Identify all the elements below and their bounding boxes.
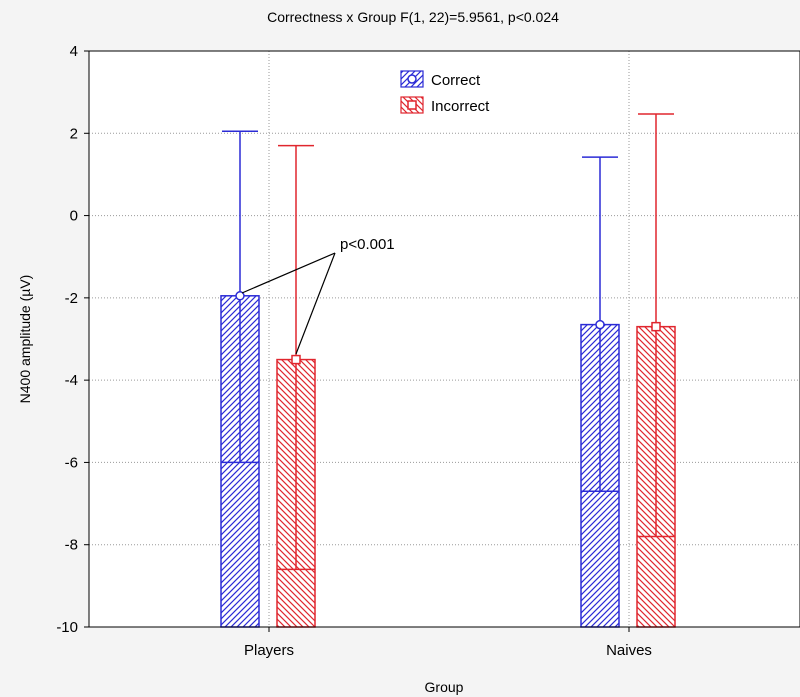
x-axis: Players Naives	[244, 627, 652, 659]
mean-marker	[651, 321, 661, 332]
x-axis-title: Group	[425, 679, 464, 695]
legend-label-incorrect: Incorrect	[431, 98, 490, 115]
y-tick-label: -2	[65, 290, 78, 307]
legend-marker-incorrect	[407, 100, 417, 110]
plot-area	[89, 51, 800, 627]
legend-marker-correct	[407, 74, 417, 84]
annotation-text: p<0.001	[340, 236, 395, 253]
y-tick-label: 4	[70, 43, 78, 60]
y-tick-label: -8	[65, 537, 78, 554]
mean-marker	[235, 291, 245, 301]
mean-marker	[291, 354, 301, 365]
y-tick-label: -10	[56, 619, 78, 636]
mean-marker	[595, 319, 605, 330]
y-axis: 4 2 0 -2 -4 -6 -8 -10	[56, 43, 89, 636]
x-tick-label: Players	[244, 642, 294, 659]
y-axis-title: N400 amplitude (µV)	[17, 275, 33, 404]
legend-label-correct: Correct	[431, 72, 481, 89]
annotation-line-incorrect	[295, 252, 336, 355]
y-tick-label: 0	[70, 208, 78, 225]
significance-annotation: p<0.001	[241, 236, 395, 355]
annotation-line-correct	[241, 252, 336, 294]
y-tick-label: -6	[65, 454, 78, 471]
chart-title: Correctness x Group F(1, 22)=5.9561, p<0…	[267, 9, 559, 25]
y-tick-label: -4	[65, 372, 78, 389]
bars	[220, 113, 676, 628]
y-tick-label: 2	[70, 125, 78, 142]
legend: Correct Incorrect	[400, 70, 490, 115]
x-tick-label: Naives	[606, 642, 652, 659]
grid-lines	[89, 51, 800, 627]
plot-frame	[88, 50, 800, 628]
